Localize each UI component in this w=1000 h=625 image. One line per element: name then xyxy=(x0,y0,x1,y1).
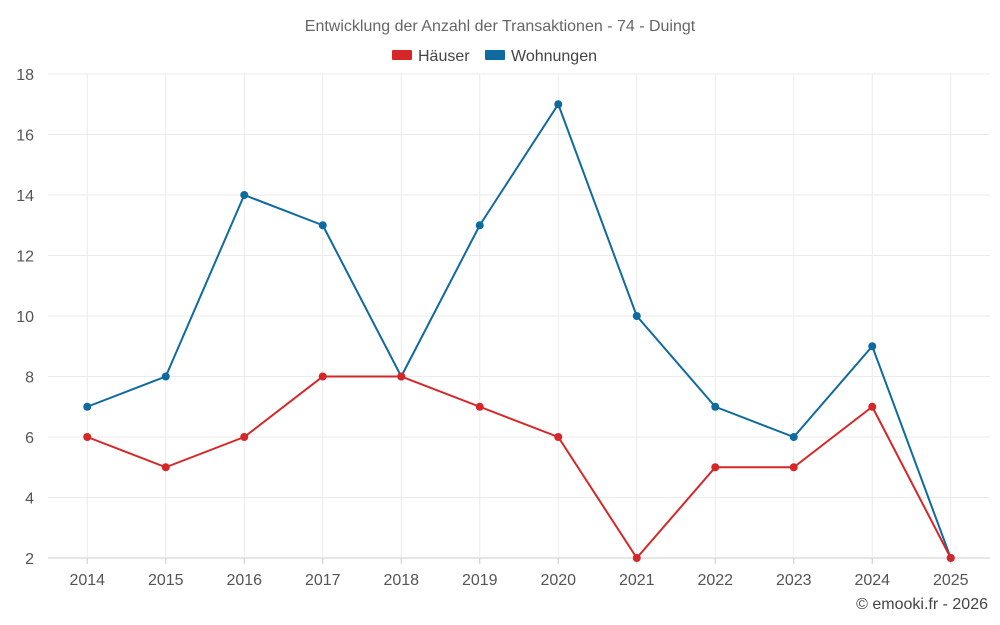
x-tick-label: 2022 xyxy=(697,572,733,589)
y-tick-label: 6 xyxy=(25,430,34,447)
data-point-haeuser[interactable] xyxy=(318,372,327,381)
data-point-haeuser[interactable] xyxy=(83,433,92,441)
data-point-wohnungen[interactable] xyxy=(789,433,798,441)
data-point-haeuser[interactable] xyxy=(868,402,877,411)
y-tick-label: 14 xyxy=(16,188,34,205)
series-line-haeuser xyxy=(86,375,952,559)
y-tick-label: 12 xyxy=(16,249,34,266)
x-tick-label: 2015 xyxy=(148,572,184,589)
data-point-wohnungen[interactable] xyxy=(632,312,641,320)
series xyxy=(83,100,955,562)
legend-swatch-wohnungen[interactable] xyxy=(485,50,505,60)
data-point-wohnungen[interactable] xyxy=(711,402,720,411)
data-point-haeuser[interactable] xyxy=(946,554,955,562)
data-point-haeuser[interactable] xyxy=(397,372,406,381)
x-tick-label: 2020 xyxy=(540,572,576,589)
x-tick-label: 2019 xyxy=(462,572,498,589)
legend-label-haeuser[interactable]: Häuser xyxy=(418,48,470,65)
data-point-haeuser[interactable] xyxy=(632,554,641,562)
chart-title: Entwicklung der Anzahl der Transaktionen… xyxy=(305,18,696,35)
data-point-haeuser[interactable] xyxy=(711,463,720,472)
gridlines xyxy=(48,73,990,564)
x-tick-label: 2023 xyxy=(776,572,812,589)
x-tick-label: 2016 xyxy=(226,572,262,589)
data-point-haeuser[interactable] xyxy=(161,463,170,472)
data-point-wohnungen[interactable] xyxy=(240,191,249,199)
x-tick-label: 2017 xyxy=(305,572,341,589)
y-tick-label: 4 xyxy=(25,491,34,508)
x-tick-label: 2021 xyxy=(619,572,655,589)
series-line-wohnungen xyxy=(86,103,952,559)
x-tick-label: 2018 xyxy=(383,572,419,589)
y-tick-label: 18 xyxy=(16,67,34,84)
data-point-haeuser[interactable] xyxy=(789,463,798,472)
legend-label-wohnungen[interactable]: Wohnungen xyxy=(511,48,597,65)
data-point-wohnungen[interactable] xyxy=(868,342,877,351)
data-point-haeuser[interactable] xyxy=(475,402,484,411)
data-point-haeuser[interactable] xyxy=(554,433,563,441)
data-point-wohnungen[interactable] xyxy=(318,221,327,230)
y-tick-label: 16 xyxy=(16,128,34,145)
data-point-wohnungen[interactable] xyxy=(554,100,563,109)
x-tick-label: 2025 xyxy=(933,572,969,589)
y-axis-ticks: 2 4 6 8 10 12 14 16 18 xyxy=(16,67,34,568)
x-tick-label: 2024 xyxy=(854,572,890,589)
x-axis-ticks: 2014 2015 2016 2017 2018 2019 2020 2021 2022 2023… xyxy=(69,572,968,589)
x-tick-label: 2014 xyxy=(69,572,105,589)
data-point-wohnungen[interactable] xyxy=(83,402,92,411)
legend: Häuser Wohnungen xyxy=(392,48,597,65)
y-tick-label: 8 xyxy=(25,370,34,387)
y-tick-label: 2 xyxy=(25,551,34,568)
legend-swatch-haeuser[interactable] xyxy=(392,50,412,60)
credit-text: © emooki.fr - 2026 xyxy=(856,596,988,613)
data-point-wohnungen[interactable] xyxy=(161,372,170,381)
data-point-wohnungen[interactable] xyxy=(475,221,484,230)
y-tick-label: 10 xyxy=(16,309,34,326)
data-point-haeuser[interactable] xyxy=(240,433,249,441)
